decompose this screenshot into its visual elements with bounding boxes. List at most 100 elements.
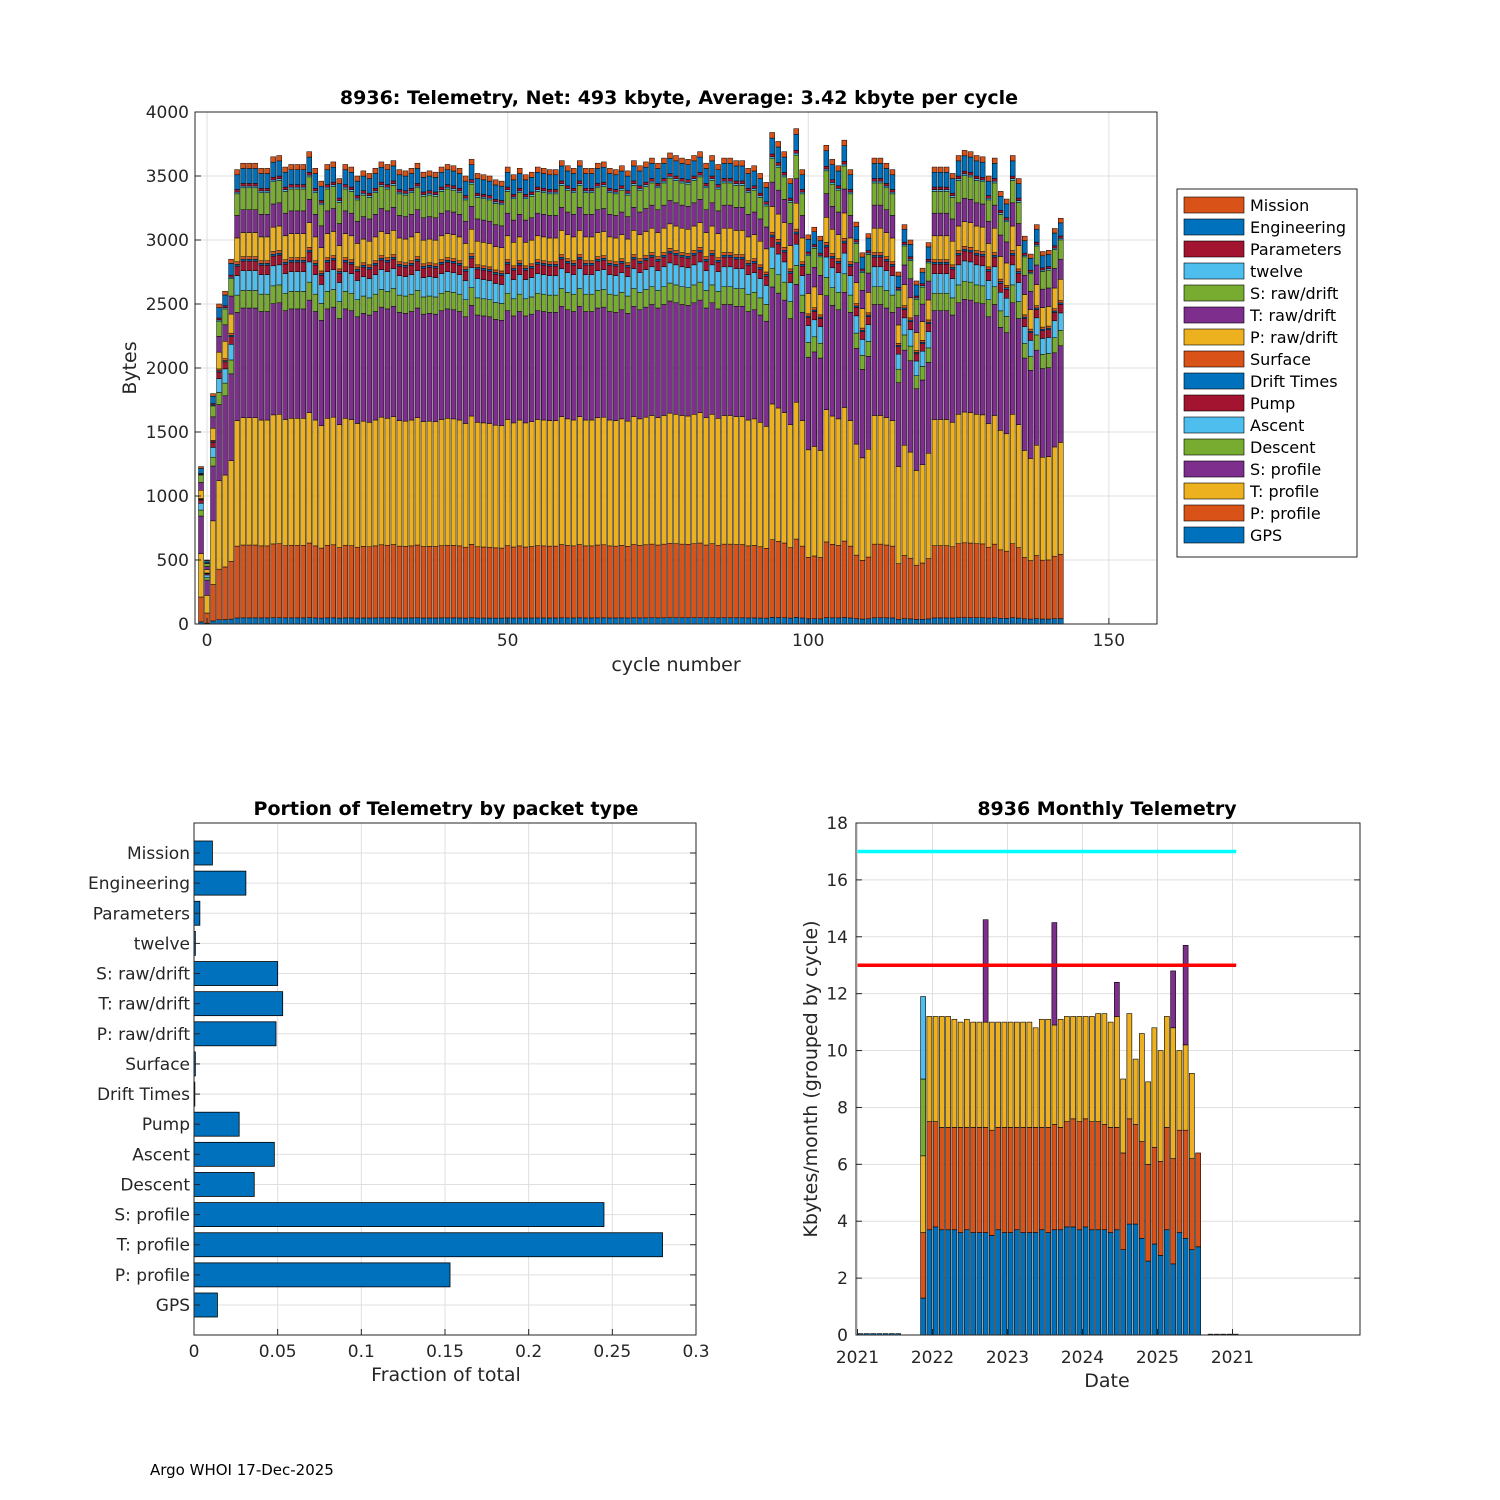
bar-segment-gps (228, 618, 234, 625)
bar-segment-p-raw-drift (336, 245, 343, 270)
bar-segment-t-raw-drift (739, 207, 745, 231)
bar-segment-t-profile (426, 420, 433, 547)
bar-segment-twelve (408, 190, 415, 193)
bar-segment-p-raw-drift (456, 236, 463, 262)
bar-segment-p-raw-drift (949, 240, 956, 266)
bar-segment-engineering (667, 158, 673, 174)
bar-segment-ascent (871, 266, 878, 288)
bar-segment-drift-times (559, 257, 565, 260)
bar-segment-t-raw-drift (865, 272, 872, 293)
bar-segment-p-profile (366, 546, 373, 619)
bar-segment-pump (919, 343, 926, 352)
bar-segment-t-profile (595, 417, 601, 546)
bar-segment-t-profile (486, 423, 493, 548)
bar-segment-drift-times (504, 262, 511, 265)
bar-segment-descent (601, 289, 607, 308)
bar-segment-gps (468, 617, 475, 625)
bar-segment-parameters (510, 194, 517, 198)
bar-segment-s-raw-drift (258, 192, 264, 215)
bar-segment-t-profile (264, 419, 270, 547)
bar-segment-p-profile (781, 542, 787, 618)
bar-segment-gps (703, 617, 709, 625)
bar-segment-p-profile (420, 546, 427, 619)
bar-segment-descent (294, 291, 300, 310)
bar-segment-ascent (468, 267, 475, 288)
bar-segment-surface (991, 252, 998, 256)
bar-segment-p-raw-drift (228, 313, 234, 334)
bar-segment-p-profile (348, 545, 355, 619)
bar-segment-pump (198, 499, 204, 504)
bar-segment-t-profile (607, 419, 613, 547)
bar-segment-drift-times (757, 267, 763, 270)
bar-segment-s-raw-drift (312, 192, 318, 215)
bar-segment-parameters (420, 191, 427, 195)
bar-segment-surface (997, 278, 1004, 282)
bar-segment-twelve (661, 180, 667, 184)
bar-segment-gps (258, 617, 264, 625)
bar-segment-s-profile (510, 315, 517, 424)
bar-segment-p-raw-drift (985, 243, 992, 268)
bar-segment-s-raw-drift (528, 196, 535, 219)
bar-segment-p-profile (775, 541, 781, 618)
bar-segment-s-profile (390, 306, 397, 417)
bar-segment-surface (583, 260, 589, 264)
bar-segment-p-raw-drift (396, 237, 403, 263)
bar-segment-surface (432, 263, 439, 267)
bar-segment-ascent (1034, 317, 1040, 336)
bar-segment-p-profile (805, 557, 811, 620)
bar-segment-s-profile (486, 316, 493, 424)
bar-segment-p-profile (288, 544, 294, 619)
bar-segment-surface (859, 327, 866, 331)
bar-segment-p-profile (955, 543, 962, 618)
bar-segment-s-profile (1046, 367, 1052, 457)
month-bar-segment-part-3 (1014, 1021, 1020, 1128)
bar-segment-drift-times (372, 263, 379, 266)
bar-segment-engineering (691, 160, 697, 177)
bar-segment-t-raw-drift (1028, 291, 1034, 310)
bar-segment-s-raw-drift (1028, 273, 1034, 292)
bar-segment-s-profile (240, 307, 246, 418)
bar-segment-drift-times (270, 253, 276, 257)
bar-segment-engineering (607, 173, 613, 189)
bar-segment-mission (919, 267, 926, 273)
bar-segment-engineering (456, 173, 463, 189)
bar-segment-ascent (799, 275, 805, 296)
bar-segment-t-profile (462, 423, 469, 548)
bar-segment-surface (330, 255, 337, 259)
month-bar-segment-part-1 (1045, 1232, 1051, 1336)
bar-segment-surface (1058, 300, 1064, 304)
bar-segment-t-profile (949, 422, 956, 548)
bar-segment-pump (210, 442, 216, 448)
bar-segment-s-raw-drift (486, 199, 493, 222)
bar-segment-s-raw-drift (877, 182, 884, 206)
bar-segment-t-raw-drift (1052, 268, 1058, 289)
bar-segment-descent (198, 509, 204, 517)
bar-segment-mission (805, 234, 811, 240)
bar-segment-descent (210, 456, 216, 467)
bar-segment-p-raw-drift (462, 243, 469, 268)
bar-segment-gps (631, 617, 637, 625)
bar-segment-pump (949, 268, 956, 279)
bar-segment-mission (763, 182, 769, 188)
bar-segment-gps (1022, 618, 1028, 625)
bar-segment-s-profile (306, 299, 312, 413)
bar-segment-parameters (601, 181, 607, 186)
bar-segment-t-profile (1016, 424, 1022, 548)
bar-segment-descent (318, 303, 324, 321)
bar-segment-surface (613, 261, 619, 265)
bar-segment-mission (222, 290, 228, 296)
bar-segment-twelve (414, 185, 421, 189)
y-tick-label: 10 (826, 1042, 848, 1062)
y-tick-label: 2500 (146, 295, 189, 315)
bar-segment-t-raw-drift (835, 211, 842, 235)
bar-segment-parameters (1028, 270, 1034, 273)
bar-segment-surface (955, 250, 962, 254)
month-bar-segment-part-1 (1132, 1223, 1139, 1336)
bar-segment-t-raw-drift (973, 202, 980, 227)
bar-segment-engineering (210, 395, 216, 404)
bar-segment-p-profile (799, 545, 805, 619)
month-bar-segment-part-1 (1032, 1232, 1039, 1336)
bar-segment-s-raw-drift (300, 188, 306, 212)
bar-segment-t-profile (889, 420, 896, 547)
bar-segment-s-profile (817, 357, 824, 451)
